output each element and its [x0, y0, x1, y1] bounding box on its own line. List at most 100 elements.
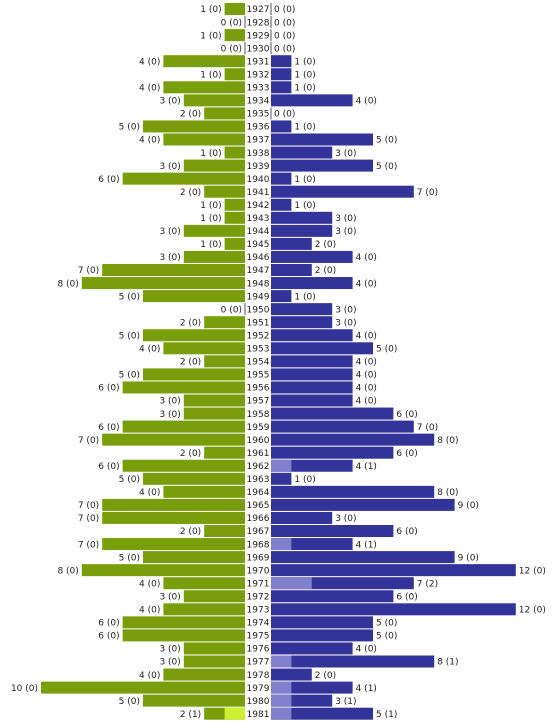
- bar-left-1952: [143, 329, 245, 342]
- year-label-1936: 1936: [247, 123, 270, 133]
- year-label-1968: 1968: [247, 540, 270, 550]
- data-label-left-1938: 1 (0): [200, 149, 221, 159]
- bar-left-1972: [183, 590, 245, 603]
- data-label-left-1978: 4 (0): [139, 671, 160, 681]
- data-label-left-1944: 3 (0): [159, 227, 180, 237]
- data-label-left-1969: 5 (0): [119, 553, 140, 563]
- year-label-1928: 1928: [247, 18, 270, 28]
- data-label-left-1966: 7 (0): [78, 514, 99, 524]
- year-label-1963: 1963: [247, 475, 270, 485]
- year-label-1935: 1935: [247, 110, 270, 120]
- bar-left-1954: [204, 355, 245, 368]
- bar-left-1941: [204, 185, 245, 198]
- bar-left-1944: [183, 224, 245, 237]
- bar-right-highlight-1977: [271, 655, 292, 668]
- bar-left-1977: [183, 655, 245, 668]
- bar-right-1954: [271, 355, 353, 368]
- bar-left-1957: [183, 394, 245, 407]
- data-label-left-1950: 0 (0): [221, 305, 242, 315]
- bar-left-1964: [163, 485, 245, 498]
- bar-left-1980: [143, 694, 245, 707]
- data-label-left-1946: 3 (0): [159, 253, 180, 263]
- data-label-right-1958: 6 (0): [396, 410, 417, 420]
- data-label-right-1944: 3 (0): [335, 227, 356, 237]
- year-label-1970: 1970: [247, 566, 270, 576]
- bar-left-1951: [204, 316, 245, 329]
- data-label-left-1967: 2 (0): [180, 527, 201, 537]
- data-label-right-1940: 1 (0): [294, 175, 315, 185]
- data-label-right-1932: 1 (0): [294, 70, 315, 80]
- data-label-right-1980: 3 (1): [335, 697, 356, 707]
- data-label-left-1955: 5 (0): [119, 371, 140, 381]
- data-label-left-1971: 4 (0): [139, 579, 160, 589]
- data-label-right-1956: 4 (0): [356, 384, 377, 394]
- data-label-left-1956: 6 (0): [98, 384, 119, 394]
- data-label-right-1965: 9 (0): [458, 501, 479, 511]
- data-label-left-1965: 7 (0): [78, 501, 99, 511]
- data-label-right-1955: 4 (0): [356, 371, 377, 381]
- bar-left-1940: [122, 172, 245, 185]
- data-label-right-1973: 12 (0): [519, 606, 546, 616]
- bar-right-highlight-1968: [271, 538, 292, 551]
- year-label-1972: 1972: [247, 592, 270, 602]
- bar-right-highlight-1971: [271, 577, 312, 590]
- bar-left-1966: [102, 511, 245, 524]
- bar-left-1947: [102, 264, 245, 276]
- year-label-1938: 1938: [247, 149, 270, 159]
- data-label-left-1930: 0 (0): [221, 44, 242, 54]
- data-label-right-1949: 1 (0): [294, 292, 315, 302]
- year-label-1951: 1951: [247, 318, 270, 328]
- data-label-right-1935: 0 (0): [274, 110, 295, 120]
- data-label-left-1980: 5 (0): [119, 697, 140, 707]
- year-label-1952: 1952: [247, 331, 270, 341]
- year-label-1937: 1937: [247, 136, 270, 146]
- bar-left-1934: [183, 94, 245, 107]
- data-label-left-1953: 4 (0): [139, 345, 160, 355]
- bar-left-1971: [163, 577, 245, 590]
- year-label-1976: 1976: [247, 645, 270, 655]
- data-label-left-1961: 2 (0): [180, 449, 201, 459]
- data-label-right-1970: 12 (0): [519, 566, 546, 576]
- bar-right-1958: [271, 407, 394, 420]
- bar-right-highlight-1981: [271, 707, 292, 720]
- bar-right-1965: [271, 498, 455, 511]
- bar-left-1974: [122, 616, 245, 629]
- data-label-left-1935: 2 (0): [180, 110, 201, 120]
- data-label-left-1960: 7 (0): [78, 436, 99, 446]
- data-label-right-1969: 9 (0): [458, 553, 479, 563]
- data-label-right-1933: 1 (0): [294, 84, 315, 94]
- data-label-left-1959: 6 (0): [98, 423, 119, 433]
- bar-right-1934: [271, 94, 353, 107]
- bar-right-1963: [271, 472, 292, 485]
- bar-left-1962: [122, 459, 245, 472]
- bar-right-1949: [271, 290, 292, 303]
- data-label-right-1979: 4 (1): [356, 684, 377, 694]
- bar-right-1975: [271, 629, 373, 642]
- data-label-right-1927: 0 (0): [274, 5, 295, 15]
- bar-left-1943: [224, 211, 245, 224]
- bar-left-1938: [224, 146, 245, 159]
- data-label-left-1963: 5 (0): [119, 475, 140, 485]
- bar-left-1978: [163, 668, 245, 681]
- bar-right-1943: [271, 211, 333, 224]
- data-label-right-1942: 1 (0): [294, 201, 315, 211]
- data-label-right-1981: 5 (1): [376, 710, 397, 720]
- bar-right-1959: [271, 420, 414, 433]
- year-label-1980: 1980: [247, 697, 270, 707]
- bar-left-1955: [143, 368, 245, 381]
- data-label-right-1966: 3 (0): [335, 514, 356, 524]
- data-label-right-1963: 1 (0): [294, 475, 315, 485]
- bar-right-1973: [271, 603, 516, 616]
- year-label-1957: 1957: [247, 397, 270, 407]
- data-label-left-1941: 2 (0): [180, 188, 201, 198]
- data-label-left-1932: 1 (0): [200, 70, 221, 80]
- data-label-right-1959: 7 (0): [417, 423, 438, 433]
- data-label-left-1981: 2 (1): [180, 710, 201, 720]
- year-label-1954: 1954: [247, 358, 270, 368]
- year-label-1945: 1945: [247, 240, 270, 250]
- data-label-left-1927: 1 (0): [200, 5, 221, 15]
- data-label-left-1964: 4 (0): [139, 488, 160, 498]
- year-label-1946: 1946: [247, 253, 270, 263]
- data-label-right-1972: 6 (0): [396, 592, 417, 602]
